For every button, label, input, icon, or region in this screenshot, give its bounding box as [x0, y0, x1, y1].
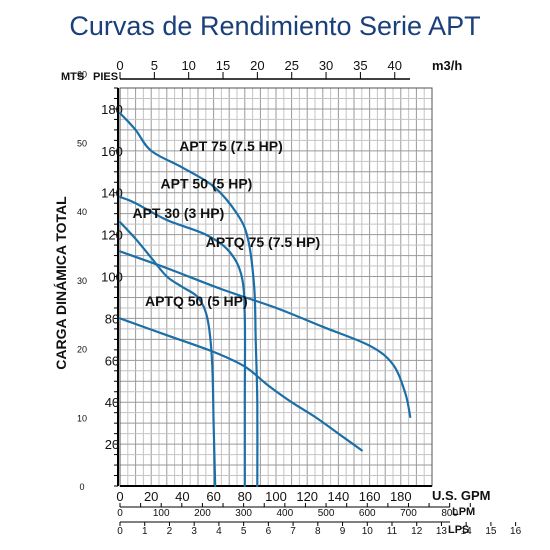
- meters-unit-label: MTS: [61, 71, 84, 83]
- meters-tick-label: 0: [79, 482, 84, 492]
- feet-tick-label: 100: [101, 270, 123, 285]
- lps-tick-label: 12: [411, 526, 423, 537]
- feet-tick-label: 140: [101, 186, 123, 201]
- lps-tick-label: 5: [241, 526, 247, 537]
- lps-tick-label: 4: [216, 526, 222, 537]
- series-line: [118, 250, 412, 418]
- series-label: APT 30 (3 HP): [132, 205, 224, 221]
- lpm-unit-label: LPM: [452, 506, 475, 518]
- feet-tick-label: 160: [101, 144, 123, 159]
- feet-tick-label: 180: [101, 102, 123, 117]
- gpm-tick-label: 180: [390, 489, 412, 504]
- lps-tick-label: 10: [362, 526, 374, 537]
- lpm-tick-label: 100: [153, 508, 170, 519]
- lps-tick-label: 8: [315, 526, 321, 537]
- lps-tick-label: 11: [387, 526, 398, 537]
- lps-tick-label: 0: [117, 526, 123, 537]
- series-label: APT 50 (5 HP): [161, 176, 253, 192]
- lpm-tick-label: 500: [318, 508, 335, 519]
- series-line: [118, 221, 217, 488]
- gpm-tick-label: 60: [206, 489, 220, 504]
- m3h-tick-label: 0: [116, 58, 123, 73]
- lpm-tick-label: 400: [277, 508, 294, 519]
- series-line: [118, 317, 363, 452]
- gpm-tick-label: 0: [116, 489, 123, 504]
- meters-tick-label: 60: [77, 70, 87, 80]
- curves: APT 75 (7.5 HP) APT 50 (5 HP) APT 30 (3 HP…: [118, 112, 412, 488]
- m3h-tick-label: 15: [216, 58, 230, 73]
- feet-tick-label: 120: [101, 228, 123, 243]
- lpm-tick-label: 700: [400, 508, 417, 519]
- chart-title: Curvas de Rendimiento Serie APT: [69, 11, 480, 41]
- feet-tick-label: 40: [105, 395, 119, 410]
- lpm-tick-label: 300: [235, 508, 252, 519]
- meters-tick-label: 50: [77, 138, 87, 148]
- lps-unit-label: LPS: [448, 524, 469, 536]
- series-label: APTQ 50 (5 HP): [145, 293, 248, 309]
- series-label: APT 75 (7.5 HP): [179, 138, 282, 154]
- y-axis-label: CARGA DINÁMICA TOTAL: [53, 196, 69, 370]
- gpm-tick-label: 40: [175, 489, 189, 504]
- feet-tick-label: 80: [105, 311, 119, 326]
- m3h-tick-label: 40: [388, 58, 402, 73]
- lps-tick-label: 2: [167, 526, 173, 537]
- lps-tick-label: 1: [142, 526, 148, 537]
- series-line: [118, 195, 247, 488]
- gpm-tick-label: 140: [328, 489, 350, 504]
- meters-tick-label: 40: [77, 207, 87, 217]
- gpm-tick-label: 120: [296, 489, 318, 504]
- m3h-tick-label: 10: [181, 58, 195, 73]
- feet-tick-label: 20: [105, 437, 119, 452]
- gpm-tick-label: 100: [265, 489, 287, 504]
- lps-tick-label: 9: [340, 526, 346, 537]
- meters-tick-label: 10: [77, 413, 87, 423]
- series-label: APTQ 75 (7.5 HP): [206, 234, 320, 250]
- m3h-unit-label: m3/h: [432, 58, 462, 73]
- lps-tick-label: 13: [436, 526, 448, 537]
- lps-tick-label: 14: [461, 526, 473, 537]
- gpm-tick-label: 20: [144, 489, 158, 504]
- m3h-tick-label: 20: [250, 58, 264, 73]
- m3h-tick-label: 30: [319, 58, 333, 73]
- lps-tick-label: 3: [191, 526, 197, 537]
- feet-unit-label: PIES: [93, 71, 118, 83]
- lps-tick-label: 7: [290, 526, 296, 537]
- feet-tick-label: 60: [105, 353, 119, 368]
- meters-tick-label: 20: [77, 345, 87, 355]
- lpm-tick-label: 600: [359, 508, 376, 519]
- meters-tick-label: 30: [77, 276, 87, 286]
- m3h-tick-label: 35: [353, 58, 367, 73]
- lps-tick-label: 6: [266, 526, 272, 537]
- gpm-tick-label: 160: [359, 489, 381, 504]
- lps-tick-label: 16: [510, 526, 522, 537]
- lpm-tick-label: 0: [117, 508, 123, 519]
- series-line: [118, 112, 259, 488]
- lpm-tick-label: 200: [194, 508, 211, 519]
- lpm-tick-label: 800: [441, 508, 458, 519]
- gpm-tick-label: 80: [238, 489, 252, 504]
- lps-tick-label: 15: [485, 526, 497, 537]
- gpm-unit-label: U.S. GPM: [432, 488, 491, 503]
- m3h-tick-label: 25: [284, 58, 298, 73]
- m3h-tick-label: 5: [151, 58, 158, 73]
